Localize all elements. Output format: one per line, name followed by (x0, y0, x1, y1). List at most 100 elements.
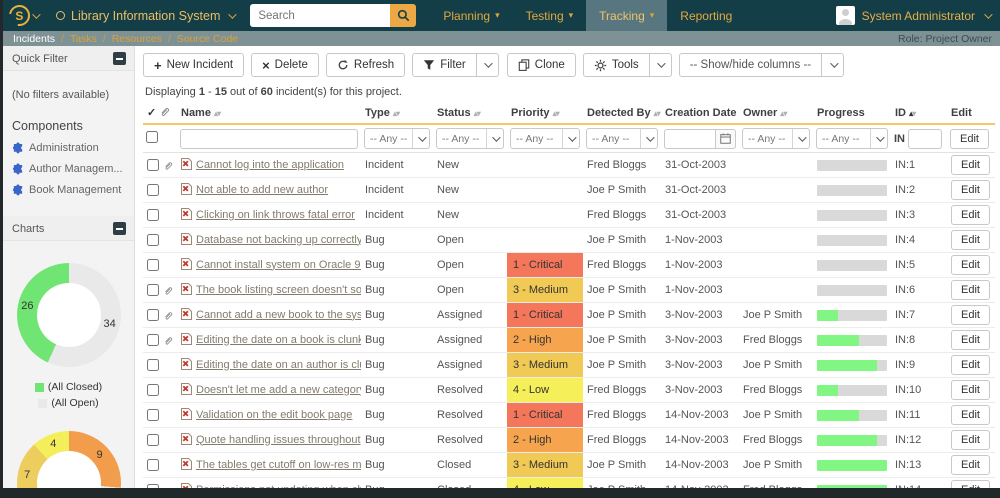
breadcrumb-incidents[interactable]: Incidents (13, 33, 55, 45)
incident-name-link[interactable]: Clicking on link throws fatal error (196, 209, 355, 221)
collapse-icon[interactable] (113, 222, 126, 235)
component-item[interactable]: Book Management (12, 184, 125, 196)
incident-name-link[interactable]: Cannot add a new book to the system (196, 309, 361, 321)
edit-button[interactable]: Edit (951, 155, 990, 175)
incident-name-link[interactable]: Validation on the edit book page (196, 409, 352, 421)
incident-name-link[interactable]: Editing the date on a book is clunky (196, 334, 361, 346)
sort-desc-icon[interactable]: ▾ (912, 109, 915, 118)
row-checkbox[interactable] (147, 184, 159, 196)
delete-button[interactable]: ×Delete (251, 53, 319, 77)
nav-tracking[interactable]: Tracking▾ (586, 0, 667, 31)
incident-name-link[interactable]: Quote handling issues throughout (196, 434, 361, 446)
row-checkbox[interactable] (147, 209, 159, 221)
incident-name-link[interactable]: Doesn't let me add a new category (196, 384, 361, 396)
column-header-creation_date[interactable]: Creation Date ▴▾ (661, 104, 739, 124)
priority-cell: 3 - Medium (507, 453, 583, 478)
edit-button[interactable]: Edit (951, 180, 990, 200)
progress-filter-select[interactable]: -- Any -- (816, 128, 888, 149)
column-header-status[interactable]: Status ▴▾ (433, 104, 507, 124)
column-header-id[interactable]: ID ▴▾ (891, 104, 947, 124)
new-incident-button[interactable]: +New Incident (143, 53, 244, 77)
edit-button[interactable]: Edit (951, 330, 990, 350)
user-menu[interactable]: System Administrator (836, 6, 992, 25)
priority-cell (507, 153, 583, 178)
sort-desc-icon[interactable]: ▾ (783, 109, 786, 118)
edit-button[interactable]: Edit (951, 355, 990, 375)
incident-name-link[interactable]: The tables get cutoff on low-res modes (196, 459, 361, 471)
spira-logo-icon[interactable]: S (5, 1, 34, 30)
component-item[interactable]: Author Managem... (12, 163, 125, 175)
row-checkbox[interactable] (147, 309, 159, 321)
sort-desc-icon[interactable]: ▾ (477, 109, 480, 118)
clone-button[interactable]: Clone (507, 53, 576, 77)
breadcrumb-source-code[interactable]: Source Code (177, 33, 238, 45)
row-checkbox[interactable] (147, 284, 159, 296)
row-checkbox[interactable] (147, 334, 159, 346)
tools-dropdown-button[interactable] (650, 53, 672, 77)
incident-name-link[interactable]: Editing the date on an author is clunky (196, 359, 361, 371)
row-checkbox[interactable] (147, 384, 159, 396)
row-checkbox[interactable] (147, 409, 159, 421)
sort-desc-icon[interactable]: ▾ (217, 109, 220, 118)
edit-button[interactable]: Edit (951, 255, 990, 275)
edit-button[interactable]: Edit (951, 405, 990, 425)
incident-name-link[interactable]: Cannot log into the application (196, 159, 344, 171)
edit-button[interactable]: Edit (951, 455, 990, 475)
edit-button[interactable]: Edit (951, 230, 990, 250)
check-icon: ✓ (147, 107, 156, 119)
edit-button[interactable]: Edit (951, 280, 990, 300)
column-header-priority[interactable]: Priority ▴▾ (507, 104, 583, 124)
search-button[interactable] (390, 4, 416, 27)
nav-planning[interactable]: Planning▾ (430, 0, 512, 31)
row-checkbox[interactable] (147, 234, 159, 246)
nav-testing[interactable]: Testing▾ (513, 0, 587, 31)
refresh-button[interactable]: Refresh (326, 53, 405, 77)
edit-button[interactable]: Edit (951, 430, 990, 450)
nav-reporting[interactable]: Reporting (667, 0, 745, 31)
filter-button[interactable]: Filter (412, 53, 477, 77)
sort-desc-icon[interactable]: ▾ (657, 109, 660, 118)
breadcrumb-tasks[interactable]: Tasks (70, 33, 97, 45)
row-checkbox[interactable] (147, 459, 159, 471)
column-header-detected_by[interactable]: Detected By ▴▾ (583, 104, 661, 124)
column-header-type[interactable]: Type ▴▾ (361, 104, 433, 124)
edit-button[interactable]: Edit (951, 380, 990, 400)
sort-desc-icon[interactable]: ▾ (396, 109, 399, 118)
edit-button[interactable]: Edit (951, 305, 990, 325)
row-checkbox[interactable] (147, 359, 159, 371)
tools-button[interactable]: Tools (583, 53, 650, 77)
incident-name-link[interactable]: Cannot install system on Oracle 9i (196, 259, 361, 271)
edit-button[interactable]: Edit (951, 480, 990, 488)
id-cell: IN:10 (891, 378, 947, 403)
component-item[interactable]: Administration (12, 142, 125, 154)
sort-desc-icon[interactable]: ▾ (556, 109, 559, 118)
chevron-down-icon[interactable] (32, 10, 40, 18)
calendar-button[interactable] (716, 129, 736, 149)
project-selector[interactable]: Library Information System (56, 9, 236, 23)
column-header-name[interactable]: Name ▴▾ (177, 104, 361, 124)
filter-dropdown-button[interactable] (477, 53, 499, 77)
status-filter-select[interactable]: -- Any -- (436, 128, 504, 149)
edit-all-button[interactable]: Edit (950, 129, 989, 149)
incident-name-link[interactable]: Database not backing up correctly (196, 234, 361, 246)
detected_by-filter-select[interactable]: -- Any -- (586, 128, 658, 149)
incident-name-link[interactable]: Not able to add new author (196, 184, 328, 196)
show-hide-columns-dropdown-button[interactable] (822, 53, 844, 77)
incident-name-link[interactable]: The book listing screen doesn't sort (196, 284, 361, 296)
edit-button[interactable]: Edit (951, 205, 990, 225)
owner-filter-select[interactable]: -- Any -- (742, 128, 810, 149)
show-hide-columns-select[interactable]: -- Show/hide columns -- (679, 53, 822, 77)
id-filter-input[interactable] (908, 129, 942, 149)
row-checkbox[interactable] (147, 434, 159, 446)
column-header-owner[interactable]: Owner ▴▾ (739, 104, 813, 124)
row-checkbox[interactable] (147, 259, 159, 271)
name-filter-input[interactable] (180, 129, 358, 149)
select-all-checkbox[interactable] (146, 131, 158, 143)
collapse-icon[interactable] (113, 52, 126, 65)
search-input[interactable] (250, 4, 390, 27)
type-filter-select[interactable]: -- Any -- (364, 128, 430, 149)
breadcrumb-resources[interactable]: Resources (112, 33, 162, 45)
row-checkbox[interactable] (147, 159, 159, 171)
creation-date-filter-input[interactable] (664, 129, 716, 149)
priority-filter-select[interactable]: -- Any -- (510, 128, 580, 149)
